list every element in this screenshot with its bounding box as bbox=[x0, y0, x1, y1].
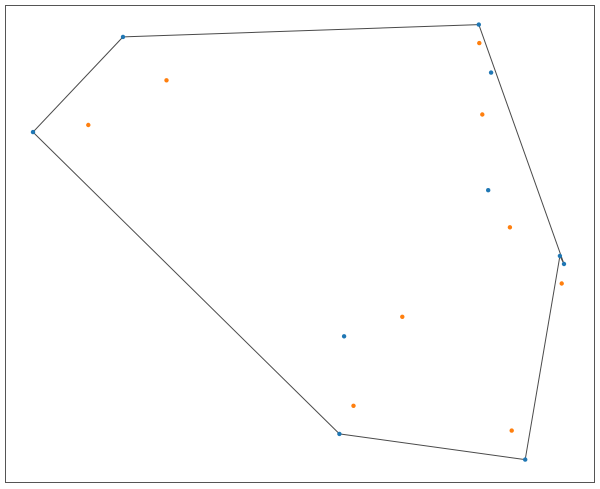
series-a-point bbox=[523, 457, 528, 462]
series-b-point bbox=[400, 314, 405, 319]
series-a-point bbox=[476, 22, 481, 27]
hull-polygon bbox=[32, 24, 565, 461]
hull-edge bbox=[122, 24, 479, 38]
series-b-point bbox=[86, 122, 91, 128]
series-b-point bbox=[559, 281, 564, 286]
series-a-point bbox=[30, 129, 36, 135]
series-a-point bbox=[488, 70, 494, 75]
series-b-point bbox=[477, 40, 482, 46]
series-b-point bbox=[509, 428, 514, 433]
series-a-point bbox=[120, 34, 126, 40]
series-b-point bbox=[480, 112, 485, 117]
series-a-points bbox=[30, 22, 567, 462]
series-b-point bbox=[507, 225, 513, 230]
hull-edge bbox=[524, 255, 561, 460]
hull-edge bbox=[32, 131, 340, 435]
series-a-point bbox=[341, 334, 347, 339]
series-b-point bbox=[164, 78, 169, 83]
series-b-points bbox=[86, 40, 564, 433]
series-a-point bbox=[557, 253, 563, 259]
series-a-point bbox=[486, 188, 491, 193]
series-a-point bbox=[337, 431, 342, 437]
hull-edge bbox=[339, 433, 526, 461]
series-a-point bbox=[561, 261, 567, 267]
hull-edge bbox=[32, 36, 124, 133]
series-b-point bbox=[351, 403, 356, 408]
hull-edge bbox=[478, 24, 565, 265]
plot-frame bbox=[5, 5, 595, 483]
